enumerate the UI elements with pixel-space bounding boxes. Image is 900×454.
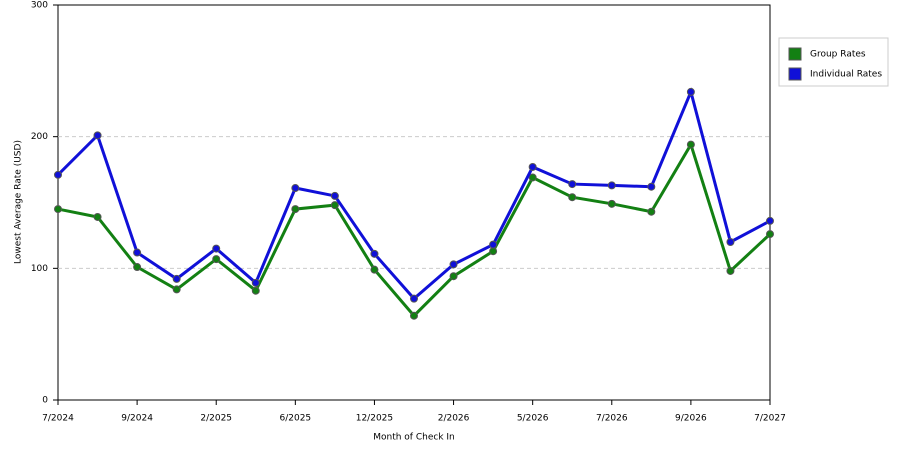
data-point [568,193,577,202]
data-point [172,274,181,283]
data-point [54,170,62,179]
data-point [330,191,339,200]
data-point [647,182,656,191]
data-point [133,263,142,272]
data-point [410,311,418,320]
data-point [133,248,142,257]
data-point [212,255,221,264]
data-point [686,87,695,96]
x-tick-label: 12/2025 [356,414,393,424]
data-point [489,240,498,249]
x-tick-label: 2/2026 [438,414,470,424]
y-axis-label: Lowest Average Rate (USD) [14,140,24,264]
data-point [766,216,774,225]
data-point [449,260,458,269]
x-tick-label: 7/2026 [596,414,628,424]
data-point [291,205,300,214]
legend-swatch [788,47,802,61]
data-point [330,201,339,210]
data-point [93,212,102,221]
legend-label: Group Rates [810,50,866,60]
data-point [686,140,695,149]
x-tick-label: 9/2026 [675,414,707,424]
data-point [528,173,537,182]
data-point [172,285,181,294]
x-tick-label: 9/2024 [121,414,153,424]
x-tick-label: 7/2024 [42,414,74,424]
legend-label: Individual Rates [810,70,882,80]
x-tick-label: 2/2025 [200,414,232,424]
data-point [212,244,221,253]
data-point [370,265,379,274]
data-point [54,205,62,214]
data-point [251,286,260,295]
data-point [607,181,616,190]
data-point [449,272,458,281]
data-point [489,247,498,256]
x-tick-label: 7/2027 [754,414,786,424]
legend-swatch [788,67,802,81]
data-point [766,230,774,239]
x-axis-label: Month of Check In [373,433,455,443]
data-point [528,162,537,171]
data-point [647,207,656,216]
y-tick-label: 200 [31,132,48,142]
data-point [93,131,102,140]
data-point [410,294,418,303]
data-point [251,278,260,287]
y-tick-label: 0 [42,396,48,406]
y-tick-label: 100 [31,264,48,274]
y-tick-label: 300 [31,1,48,11]
x-tick-label: 6/2025 [279,414,311,424]
data-point [291,184,300,193]
plot-area [57,4,771,401]
data-point [370,249,379,258]
data-point [568,180,577,189]
data-point [607,199,616,208]
data-point [726,238,735,246]
x-tick-label: 5/2026 [517,414,549,424]
data-point [726,266,735,275]
